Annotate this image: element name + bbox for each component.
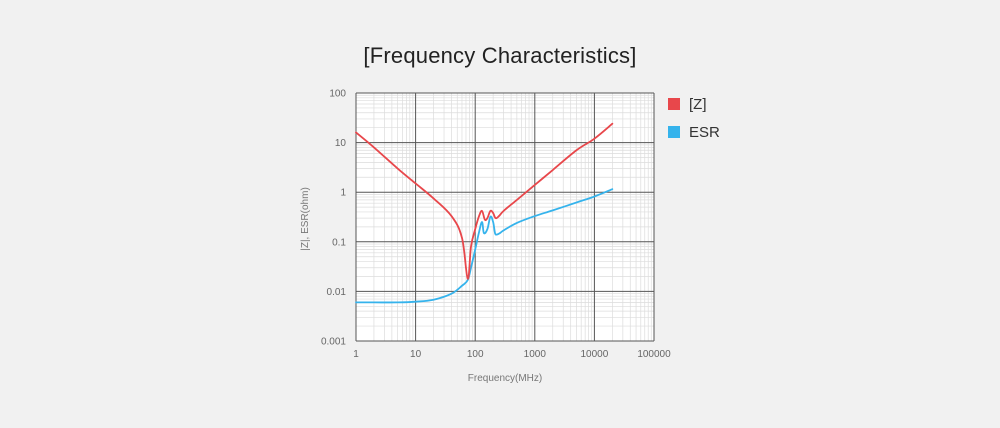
legend-item-esr: ESR [668,118,720,146]
legend-item-z: [Z] [668,90,720,118]
legend: [Z] ESR [668,90,720,146]
esr-series-line [355,188,614,304]
x-tick-label: 100000 [637,349,671,360]
x-tick-labels: 1 10 100 1000 10000 100000 [353,349,671,360]
z-series-line [355,122,614,280]
x-tick-label: 10000 [580,349,608,360]
y-tick-labels: 100 10 1 0.1 0.01 0.001 [321,89,346,348]
legend-label-esr: ESR [689,123,720,141]
y-tick-label: 0.1 [332,237,346,248]
x-tick-label: 1 [353,349,359,360]
x-tick-label: 1000 [524,349,547,360]
x-axis-label: Frequency(MHz) [468,373,542,384]
y-tick-label: 100 [329,89,346,100]
y-axis-label: |Z|, ESR(ohm) [300,187,311,251]
y-tick-label: 1 [340,188,346,199]
x-tick-label: 10 [410,349,422,360]
y-tick-label: 0.01 [327,287,347,298]
minor-grid [356,93,654,341]
x-tick-label: 100 [467,349,484,360]
chart-title: [Frequency Characteristics] [363,43,637,68]
series-layer [355,122,614,304]
legend-swatch-z [668,98,680,110]
legend-label-z: [Z] [689,95,707,113]
y-tick-label: 0.001 [321,337,346,348]
legend-swatch-esr [668,126,680,138]
plot-background [356,93,654,341]
major-grid [355,92,655,342]
y-tick-label: 10 [335,138,347,149]
